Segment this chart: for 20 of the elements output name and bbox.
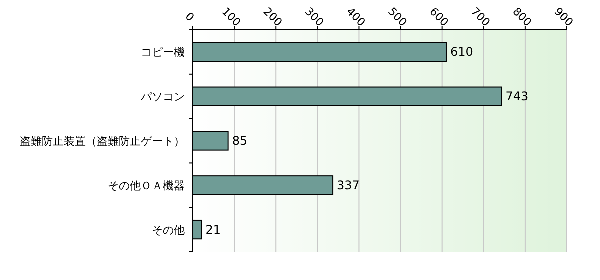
y-tick-label: その他 bbox=[152, 224, 185, 237]
y-tick-label: コピー機 bbox=[141, 46, 185, 60]
y-tick-label: パソコン bbox=[140, 90, 185, 104]
data-label: 610 bbox=[450, 45, 474, 60]
x-tick-label: 800 bbox=[510, 5, 534, 30]
y-tick-label: その他ＯＡ機器 bbox=[108, 179, 185, 192]
x-tick-label: 900 bbox=[552, 5, 576, 30]
data-label: 337 bbox=[337, 178, 360, 192]
x-tick-label: 0 bbox=[182, 10, 197, 24]
x-tick-label: 300 bbox=[302, 5, 327, 30]
x-tick-label: 100 bbox=[219, 5, 244, 30]
data-label: 85 bbox=[232, 134, 248, 148]
data-label: 743 bbox=[506, 90, 529, 104]
x-tick-label: 700 bbox=[468, 5, 493, 30]
x-tick-label: 200 bbox=[260, 5, 285, 30]
x-tick-label: 600 bbox=[427, 5, 452, 30]
data-label: 21 bbox=[206, 222, 222, 237]
y-tick-label: 盗難防止装置（盗難防止ゲート） bbox=[20, 135, 185, 148]
x-tick-label: 400 bbox=[344, 5, 368, 30]
x-tick-label: 500 bbox=[386, 5, 410, 30]
